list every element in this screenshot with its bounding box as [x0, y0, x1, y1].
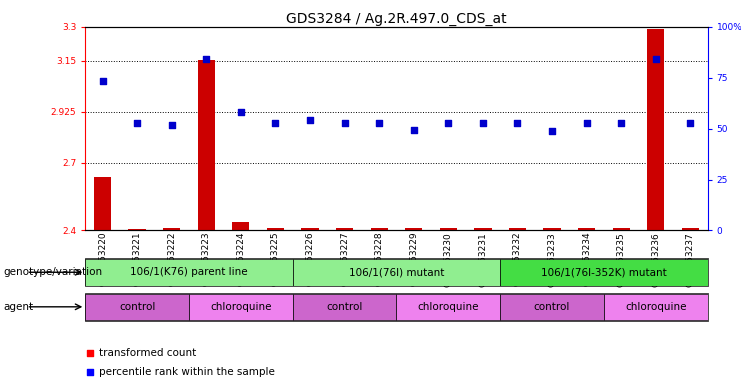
Bar	[405, 228, 422, 230]
Bar	[682, 228, 699, 230]
Bar	[293, 259, 500, 286]
Bar	[128, 229, 146, 230]
Text: agent: agent	[4, 302, 34, 312]
Bar	[474, 228, 491, 230]
Point	[235, 109, 247, 115]
Point	[373, 120, 385, 126]
Bar	[543, 228, 561, 230]
Text: chloroquine: chloroquine	[210, 302, 271, 312]
Bar	[604, 293, 708, 320]
Point	[96, 78, 108, 84]
Point	[546, 128, 558, 134]
Point	[304, 116, 316, 122]
Point	[685, 120, 697, 126]
Text: 106/1(K76) parent line: 106/1(K76) parent line	[130, 267, 247, 277]
Text: percentile rank within the sample: percentile rank within the sample	[99, 367, 275, 377]
Point	[166, 122, 178, 128]
Bar	[500, 259, 708, 286]
Bar	[163, 228, 180, 230]
Bar	[198, 60, 215, 230]
Text: chloroquine: chloroquine	[418, 302, 479, 312]
Title: GDS3284 / Ag.2R.497.0_CDS_at: GDS3284 / Ag.2R.497.0_CDS_at	[286, 12, 507, 26]
Point	[511, 120, 523, 126]
Text: control: control	[326, 302, 363, 312]
Bar	[613, 228, 630, 230]
Point	[84, 349, 96, 356]
Text: 106/1(76I-352K) mutant: 106/1(76I-352K) mutant	[541, 267, 667, 277]
Point	[200, 55, 212, 61]
Text: control: control	[534, 302, 571, 312]
Text: control: control	[119, 302, 156, 312]
Point	[650, 55, 662, 61]
Text: transformed count: transformed count	[99, 348, 196, 358]
Bar	[293, 293, 396, 320]
Bar	[509, 228, 526, 230]
Bar	[647, 29, 665, 230]
Point	[270, 120, 282, 126]
Point	[84, 369, 96, 375]
Point	[615, 120, 627, 126]
Bar	[189, 293, 293, 320]
Point	[131, 120, 143, 126]
Bar	[500, 293, 604, 320]
Bar	[370, 228, 388, 230]
Bar	[267, 228, 284, 230]
Bar	[85, 293, 189, 320]
Bar	[336, 228, 353, 230]
Bar	[232, 222, 250, 230]
Point	[477, 120, 489, 126]
Text: 106/1(76I) mutant: 106/1(76I) mutant	[349, 267, 444, 277]
Point	[442, 120, 454, 126]
Bar	[94, 177, 111, 230]
Text: chloroquine: chloroquine	[625, 302, 686, 312]
Bar	[396, 293, 500, 320]
Bar	[85, 259, 293, 286]
Point	[408, 127, 419, 133]
Point	[581, 120, 593, 126]
Bar	[302, 228, 319, 230]
Bar	[439, 228, 457, 230]
Text: genotype/variation: genotype/variation	[4, 267, 103, 277]
Bar	[578, 228, 595, 230]
Point	[339, 120, 350, 126]
